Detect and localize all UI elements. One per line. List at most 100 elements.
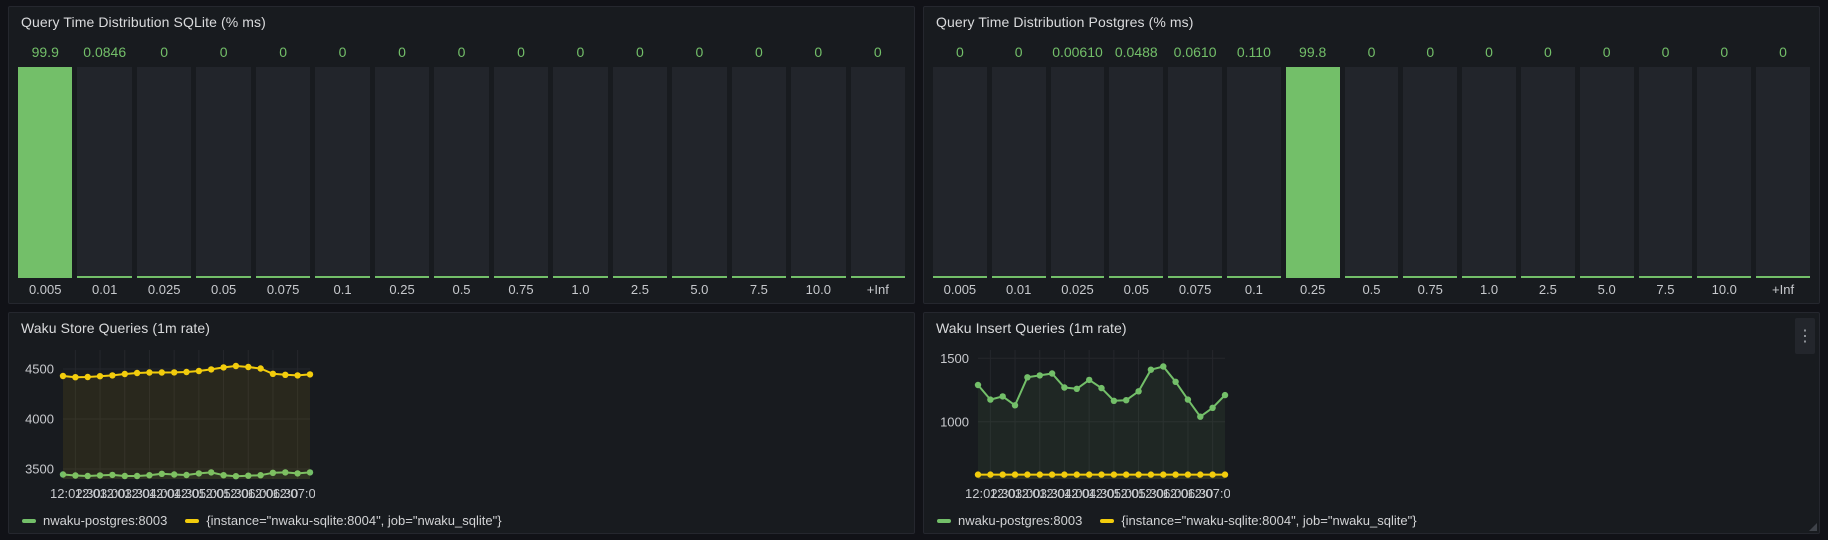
x-axis-label: 10.0 <box>1711 282 1737 297</box>
legend-item[interactable]: nwaku-postgres:8003 <box>937 513 1082 528</box>
legend-item[interactable]: nwaku-postgres:8003 <box>22 513 167 528</box>
data-point-marker <box>133 472 141 480</box>
bar <box>612 67 668 278</box>
panel-waku-store-queries: Waku Store Queries (1m rate) 3500 4000 450… <box>8 312 915 534</box>
x-axis-label: 0.075 <box>266 282 300 297</box>
legend-item[interactable]: {instance="nwaku-sqlite:8004", job="nwak… <box>1100 513 1417 528</box>
histogram-column: 0.00610 0.025 <box>1050 43 1105 299</box>
x-axis-label: 0.005 <box>943 282 977 297</box>
panel-waku-insert-queries: Waku Insert Queries (1m rate) ⋮ 1000 1500… <box>923 312 1820 534</box>
bar-value-label: 0 <box>873 44 882 60</box>
bar-value-label: 0 <box>695 44 704 60</box>
bar-value-label: 0 <box>338 44 347 60</box>
bar-fill <box>1520 276 1575 278</box>
bar-value-label: 0.0846 <box>83 44 127 60</box>
bar-value-label: 0 <box>1485 44 1493 60</box>
bar-value-label: 0.00610 <box>1052 44 1103 60</box>
x-axis-label: 12:02:30 <box>965 486 1016 501</box>
x-axis-label: 12:04:30 <box>1064 486 1115 501</box>
bar <box>1344 67 1399 278</box>
bar <box>1226 67 1281 278</box>
x-axis-label: 0.05 <box>210 282 237 297</box>
x-axis-label: 2.5 <box>1538 282 1557 297</box>
bar-fill <box>18 67 73 278</box>
data-point-marker <box>1197 471 1204 478</box>
x-axis-label: 1.0 <box>571 282 590 297</box>
x-axis-label: 0.5 <box>1362 282 1381 297</box>
store-chart-legend: nwaku-postgres:8003 {instance="nwaku-sqli… <box>22 513 502 528</box>
bar <box>1285 67 1340 278</box>
data-point-marker <box>987 471 994 478</box>
histogram-column: 0 7.5 <box>1638 43 1693 299</box>
data-point-marker <box>999 393 1006 400</box>
data-point-marker <box>974 381 982 389</box>
legend-series-dash-icon <box>185 518 200 523</box>
panel-title-postgres[interactable]: Query Time Distribution Postgres (% ms) <box>936 14 1194 30</box>
bar <box>850 67 906 278</box>
x-axis-label: 0.025 <box>1061 282 1094 297</box>
y-axis-label: 4500 <box>25 362 54 377</box>
data-point-marker <box>171 471 178 478</box>
data-point-marker <box>1011 402 1019 409</box>
data-point-marker <box>269 469 277 476</box>
bar <box>1050 67 1105 278</box>
bar-value-label: 0 <box>636 44 644 60</box>
bar <box>1462 67 1516 278</box>
data-point-marker <box>1024 374 1031 381</box>
bar-fill <box>255 276 311 278</box>
bar-fill <box>1109 276 1164 278</box>
x-axis-label: 5.0 <box>1597 282 1616 297</box>
panel-query-time-sqlite: Query Time Distribution SQLite (% ms) 99… <box>8 6 915 304</box>
data-point-marker <box>1073 385 1080 392</box>
data-point-marker <box>1048 370 1056 377</box>
bar-value-label: 0 <box>160 44 169 60</box>
histogram-column: 0 0.1 <box>315 43 370 299</box>
bar-fill <box>1226 276 1281 278</box>
bar-fill <box>791 276 846 278</box>
bar <box>1403 67 1458 278</box>
histogram-column: 99.8 0.25 <box>1285 43 1340 299</box>
data-point-marker <box>72 472 79 479</box>
histogram-column: 0 0.25 <box>374 43 430 299</box>
x-axis-label: 0.5 <box>452 282 471 297</box>
x-axis-label: 12:03:30 <box>1014 486 1065 501</box>
panel-header: Waku Store Queries (1m rate) <box>9 313 914 343</box>
bar <box>731 67 787 278</box>
data-point-marker <box>269 370 277 377</box>
data-point-marker <box>158 470 165 477</box>
legend-series-label: nwaku-postgres:8003 <box>43 513 168 528</box>
data-point-marker <box>1221 391 1229 399</box>
histogram-column: 0 10.0 <box>1697 43 1752 299</box>
panel-title-insert[interactable]: Waku Insert Queries (1m rate) <box>936 320 1127 336</box>
x-axis-label: 12:03:30 <box>99 486 150 501</box>
histogram-column: 0 7.5 <box>731 43 787 299</box>
bar-fill <box>731 276 787 278</box>
bar-value-label: 99.8 <box>1299 44 1327 60</box>
x-axis-label: 12:06:30 <box>1163 486 1214 501</box>
panel-title-sqlite[interactable]: Query Time Distribution SQLite (% ms) <box>21 14 266 30</box>
bar <box>374 67 430 278</box>
legend-series-label: {instance="nwaku-sqlite:8004", job="nwak… <box>1121 513 1417 528</box>
data-point-marker <box>1036 471 1043 478</box>
histogram-column: 0 0.75 <box>1403 43 1458 299</box>
panel-title-store[interactable]: Waku Store Queries (1m rate) <box>21 320 211 336</box>
bar-value-label: 0 <box>1720 44 1729 60</box>
data-point-marker <box>294 470 301 477</box>
data-point-marker <box>158 369 165 376</box>
x-axis-label: 12:03:00 <box>75 486 126 501</box>
insert-queries-chart: 1000 1500 12:02:3012:03:0012:03:3012:04:00… <box>940 350 1230 501</box>
bar <box>196 67 251 278</box>
x-axis-label: 12:03:00 <box>990 486 1041 501</box>
histogram-column: 0.0846 0.01 <box>77 43 132 299</box>
bar <box>1756 67 1810 278</box>
histogram-column: 0 10.0 <box>791 43 846 299</box>
y-axis-label: 1500 <box>940 351 969 366</box>
data-point-marker <box>72 374 79 381</box>
panel-resize-handle[interactable] <box>1809 523 1817 531</box>
bar-fill <box>136 276 192 278</box>
legend-item[interactable]: {instance="nwaku-sqlite:8004", job="nwak… <box>185 513 502 528</box>
x-axis-label: 0.01 <box>1006 282 1032 297</box>
data-point-marker <box>1221 471 1229 478</box>
panel-menu-kebab-icon[interactable]: ⋮ <box>1795 318 1815 354</box>
bar-fill <box>850 276 906 278</box>
